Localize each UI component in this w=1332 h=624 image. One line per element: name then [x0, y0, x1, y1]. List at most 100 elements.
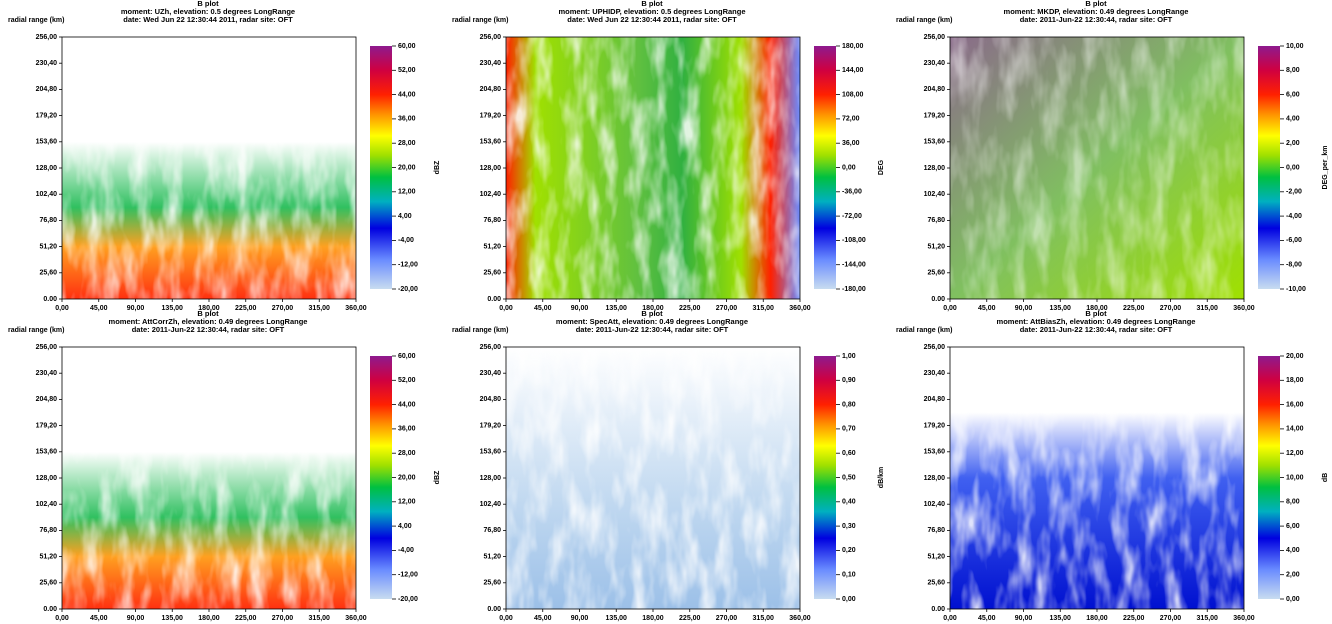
colorbar-tick-label: 52,00: [398, 67, 416, 74]
x-tick-label: 90,00: [127, 305, 145, 312]
x-tick-label: 315,00: [753, 615, 775, 622]
colorbar-tick-label: 0,80: [842, 401, 856, 408]
colorbar: [814, 356, 836, 599]
x-tick-label: 135,00: [1050, 615, 1072, 622]
colorbar-tick-label: 18,00: [1286, 377, 1304, 384]
x-tick-label: 270,00: [1160, 615, 1182, 622]
colorbar-label: dB: [1322, 473, 1329, 482]
y-tick-label: 153,60: [480, 449, 502, 456]
y-axis-label: radial range (km): [452, 17, 508, 24]
colorbar-tick-label: 6,00: [1286, 523, 1300, 530]
x-tick-label: 0,00: [55, 305, 69, 312]
y-tick-label: 76,80: [927, 527, 945, 534]
y-tick-label: 128,00: [480, 165, 502, 172]
colorbar-tick-label: 0,00: [842, 164, 856, 171]
x-tick-label: 135,00: [606, 615, 628, 622]
colorbar-tick-label: 2,00: [1286, 140, 1300, 147]
colorbar-tick-label: 0,60: [842, 450, 856, 457]
y-tick-label: 76,80: [483, 217, 501, 224]
colorbar-tick-label: -108,00: [842, 237, 866, 244]
colorbar-tick-label: 36,00: [842, 140, 860, 147]
colorbar-tick-label: 20,00: [398, 164, 416, 171]
y-tick-label: 51,20: [483, 553, 501, 560]
x-tick-label: 180,00: [198, 305, 220, 312]
chart-title: moment: AttBiasZh, elevation: 0.49 degre…: [997, 317, 1196, 326]
y-tick-label: 128,00: [36, 475, 58, 482]
colorbar-tick-label: 2,00: [1286, 572, 1300, 579]
y-tick-label: 0.00: [931, 606, 945, 613]
colorbar-tick-label: -72,00: [842, 213, 862, 220]
y-tick-label: 230,40: [36, 60, 58, 67]
y-tick-label: 179,20: [36, 422, 58, 429]
x-tick-label: 135,00: [162, 615, 184, 622]
colorbar-tick-label: -36,00: [842, 189, 862, 196]
y-tick-label: 230,40: [924, 370, 946, 377]
x-tick-label: 180,00: [198, 615, 220, 622]
x-tick-label: 45,00: [90, 615, 108, 622]
x-tick-label: 360,00: [1233, 305, 1255, 312]
colorbar-label: dBZ: [434, 160, 441, 174]
y-tick-label: 128,00: [924, 165, 946, 172]
y-tick-label: 0.00: [43, 606, 57, 613]
colorbar-tick-label: 0,90: [842, 377, 856, 384]
y-tick-label: 51,20: [927, 553, 945, 560]
y-tick-label: 51,20: [39, 553, 57, 560]
x-tick-label: 135,00: [606, 305, 628, 312]
y-tick-label: 102,40: [36, 501, 58, 508]
y-tick-label: 25,60: [927, 580, 945, 587]
y-tick-label: 76,80: [39, 527, 57, 534]
chart-title: date: Wed Jun 22 12:30:44 2011, radar si…: [123, 15, 293, 24]
y-tick-label: 153,60: [480, 139, 502, 146]
colorbar-tick-label: -4,00: [1286, 213, 1302, 220]
y-tick-label: 128,00: [480, 475, 502, 482]
colorbar-tick-label: 10,00: [1286, 474, 1304, 481]
chart-title: B plot: [641, 0, 663, 8]
y-tick-label: 102,40: [480, 501, 502, 508]
x-tick-label: 225,00: [679, 615, 701, 622]
colorbar-tick-label: -6,00: [1286, 237, 1302, 244]
y-tick-label: 204,80: [36, 86, 58, 93]
colorbar-tick-label: 44,00: [398, 401, 416, 408]
x-tick-label: 225,00: [235, 305, 257, 312]
x-tick-label: 270,00: [272, 305, 294, 312]
colorbar-tick-label: 4,00: [398, 523, 412, 530]
y-tick-label: 0.00: [43, 296, 57, 303]
y-tick-label: 51,20: [927, 243, 945, 250]
x-tick-label: 360,00: [789, 615, 811, 622]
x-tick-label: 225,00: [1123, 615, 1145, 622]
colorbar-tick-label: 4,00: [398, 213, 412, 220]
x-tick-label: 270,00: [716, 305, 738, 312]
x-tick-label: 0,00: [55, 615, 69, 622]
y-tick-label: 179,20: [924, 422, 946, 429]
y-tick-label: 153,60: [36, 449, 58, 456]
colorbar-tick-label: 8,00: [1286, 499, 1300, 506]
x-tick-label: 315,00: [309, 305, 331, 312]
colorbar-tick-label: 16,00: [1286, 401, 1304, 408]
colorbar-label: DEG: [878, 159, 885, 175]
colorbar-tick-label: -20,00: [398, 596, 418, 603]
x-tick-label: 0,00: [943, 305, 957, 312]
y-tick-label: 204,80: [924, 396, 946, 403]
y-tick-label: 102,40: [480, 191, 502, 198]
x-tick-label: 90,00: [571, 305, 589, 312]
colorbar-tick-label: 12,00: [398, 189, 416, 196]
y-tick-label: 76,80: [483, 527, 501, 534]
colorbar-label: dB/km: [878, 467, 885, 488]
x-tick-label: 90,00: [1015, 615, 1033, 622]
y-tick-label: 256,00: [480, 344, 502, 351]
colorbar-tick-label: 14,00: [1286, 426, 1304, 433]
x-tick-label: 315,00: [753, 305, 775, 312]
x-tick-label: 45,00: [978, 615, 996, 622]
radar-texture: [950, 347, 1244, 609]
y-tick-label: 179,20: [924, 112, 946, 119]
colorbar-tick-label: 10,00: [1286, 43, 1304, 50]
x-tick-label: 135,00: [162, 305, 184, 312]
colorbar-tick-label: -10,00: [1286, 286, 1306, 293]
y-tick-label: 256,00: [924, 344, 946, 351]
y-tick-label: 230,40: [480, 60, 502, 67]
y-tick-label: 256,00: [480, 34, 502, 41]
radar-texture: [62, 347, 356, 609]
chart-title: date: 2011-Jun-22 12:30:44, radar site: …: [576, 325, 729, 334]
y-axis-label: radial range (km): [8, 17, 64, 24]
